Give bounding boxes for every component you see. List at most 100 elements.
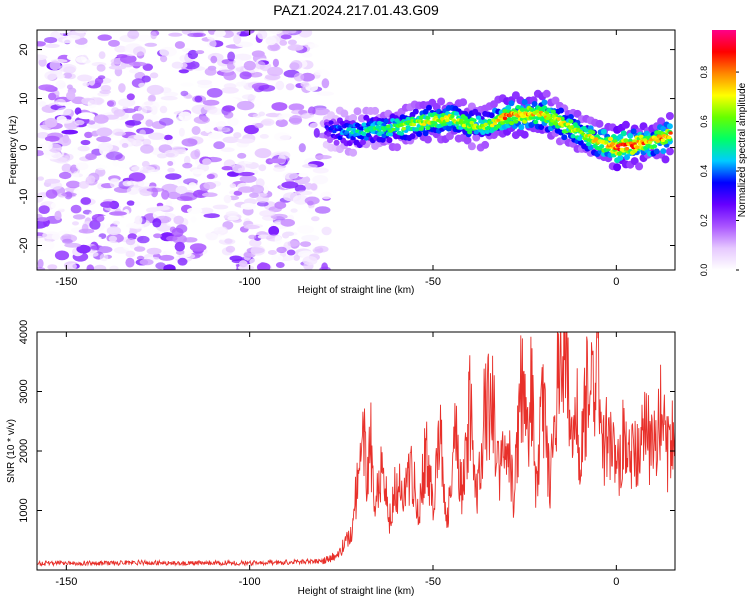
heatmap-noise-cell [316,91,335,96]
heatmap-ridge-cell [475,115,482,120]
heatmap-ridge-cell [538,124,545,130]
heatmap-ridge-cell [383,118,389,124]
heatmap-noise-cell [37,193,44,203]
heatmap-ridge-cell [546,113,551,118]
heatmap-noise-cell [38,101,47,107]
heatmap-noise-cell [158,67,175,74]
heatmap-noise-cell [86,175,96,184]
heatmap-ridge-cell [459,98,468,107]
heatmap-noise-cell [132,113,144,122]
heatmap-ridge-cell [542,89,551,98]
heatmap-ridge-cell [546,107,552,113]
heatmap-ridge-cell [359,135,365,140]
heatmap-ridge-cell [386,137,393,144]
heatmap-noise-cell [301,234,320,242]
heatmap-noise-cell [315,155,332,160]
heatmap-ridge-cell [333,139,340,146]
heatmap-ridge-cell [624,146,630,151]
heatmap-noise-cell [243,224,260,230]
heatmap-ridge-cell [488,112,495,119]
heatmap-ridge-cell [587,125,594,132]
heatmap-noise-cell [58,119,73,124]
heatmap-noise-cell [193,116,210,124]
heatmap-ridge-cell [381,133,387,138]
heatmap-ridge-cell [657,117,666,126]
heatmap-noise-cell [204,67,217,76]
colorbar-tick-label: 0.2 [699,214,709,227]
heatmap-noise-cell [287,39,297,46]
heatmap-noise-cell [203,213,220,219]
heatmap-noise-cell [59,63,77,73]
heatmap-ridge-cell [668,131,673,135]
heatmap-ridge-cell [573,109,582,118]
heatmap-noise-cell [146,247,162,255]
heatmap-noise-cell [271,254,284,262]
heatmap-noise-cell [180,82,194,87]
heatmap-noise-cell [321,78,330,89]
heatmap-noise-cell [298,143,306,153]
spectrogram-plot-frame [36,29,676,271]
heatmap-noise-cell [42,119,57,129]
heatmap-ridge-cell [666,123,673,130]
heatmap-ridge-cell [361,131,367,136]
heatmap-noise-cell [250,184,265,194]
heatmap-noise-cell [275,119,288,128]
heatmap-noise-cell [268,225,280,236]
heatmap-noise-cell [134,246,146,252]
heatmap-noise-cell [262,185,269,194]
spectrogram-y-tick-label: -20 [18,238,30,254]
heatmap-ridge-cell [647,140,653,145]
heatmap-ridge-cell [599,144,605,149]
heatmap-noise-cell [289,115,303,125]
heatmap-noise-cell [313,127,320,138]
heatmap-noise-cell [183,237,198,243]
heatmap-ridge-cell [665,147,674,156]
heatmap-noise-cell [321,226,332,236]
heatmap-noise-cell [106,226,122,236]
heatmap-noise-cell [160,96,178,101]
heatmap-noise-cell [128,172,146,182]
heatmap-noise-cell [145,119,154,127]
heatmap-noise-cell [140,144,154,154]
heatmap-noise-cell [233,190,243,196]
heatmap-noise-cell [312,175,329,185]
heatmap-noise-cell [96,64,106,72]
spectrogram-y-tick-label: 20 [18,43,30,55]
heatmap-noise-cell [50,201,67,210]
heatmap-noise-cell [273,132,291,142]
heatmap-noise-cell [121,143,129,148]
heatmap-noise-cell [220,147,235,152]
heatmap-noise-cell [290,208,298,213]
heatmap-noise-cell [57,30,71,34]
heatmap-noise-cell [185,94,193,99]
heatmap-ridge-cell [548,121,554,127]
colorbar-gradient [712,30,736,270]
heatmap-ridge-cell [519,107,526,112]
heatmap-noise-cell [107,30,123,33]
heatmap-noise-cell [96,246,113,254]
heatmap-noise-cell [37,54,48,61]
heatmap-ridge-cell [653,148,660,155]
heatmap-noise-cell [230,263,237,270]
heatmap-ridge-cell [463,136,472,145]
heatmap-noise-cell [37,217,49,222]
heatmap-noise-cell [155,262,166,270]
snr-x-ticks: -150 -100 -50 0 [55,332,619,588]
heatmap-ridge-cell [363,136,369,141]
heatmap-noise-cell [178,69,189,74]
heatmap-noise-cell [70,204,82,214]
heatmap-noise-cell [180,90,189,97]
heatmap-noise-cell [223,70,237,81]
heatmap-noise-cell [174,41,185,49]
heatmap-noise-cell [212,204,229,210]
heatmap-noise-cell [223,83,237,90]
heatmap-ridge-cell [590,130,596,135]
heatmap-noise-cell [88,251,99,257]
heatmap-noise-cell [118,83,126,93]
heatmap-noise-cell [131,224,144,230]
heatmap-noise-cell [225,245,236,253]
heatmap-noise-cell [124,119,142,126]
heatmap-noise-cell [227,117,239,127]
heatmap-ridge-cell [481,140,490,149]
heatmap-noise-cell [37,235,45,243]
